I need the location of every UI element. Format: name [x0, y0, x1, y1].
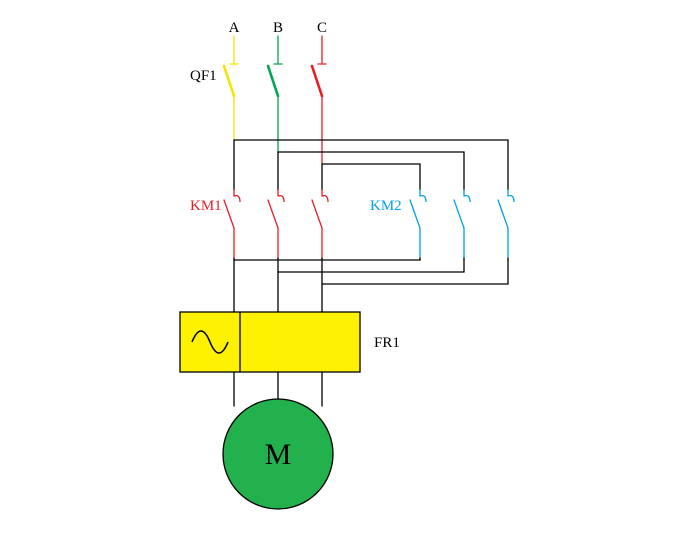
qf1-label: QF1: [190, 68, 217, 84]
qf1-pole-a: [224, 66, 234, 96]
km1-contact-a: [224, 200, 234, 228]
qf1-pole-c: [312, 66, 322, 96]
phase-label-c: C: [317, 20, 327, 36]
km2-contact-a: [410, 200, 420, 228]
fr1-body: [180, 312, 360, 372]
qf1-pole-b: [268, 66, 278, 96]
motor-label: M: [265, 438, 292, 471]
km2-contact-c: [498, 200, 508, 228]
km1-contact-c: [312, 200, 322, 228]
km2-label: KM2: [370, 198, 402, 214]
phase-label-a: A: [229, 20, 240, 36]
km1-contact-b: [268, 200, 278, 228]
km1-label: KM1: [190, 198, 222, 214]
phase-label-b: B: [273, 20, 283, 36]
fr1-label: FR1: [374, 335, 400, 351]
km2-contact-b: [454, 200, 464, 228]
